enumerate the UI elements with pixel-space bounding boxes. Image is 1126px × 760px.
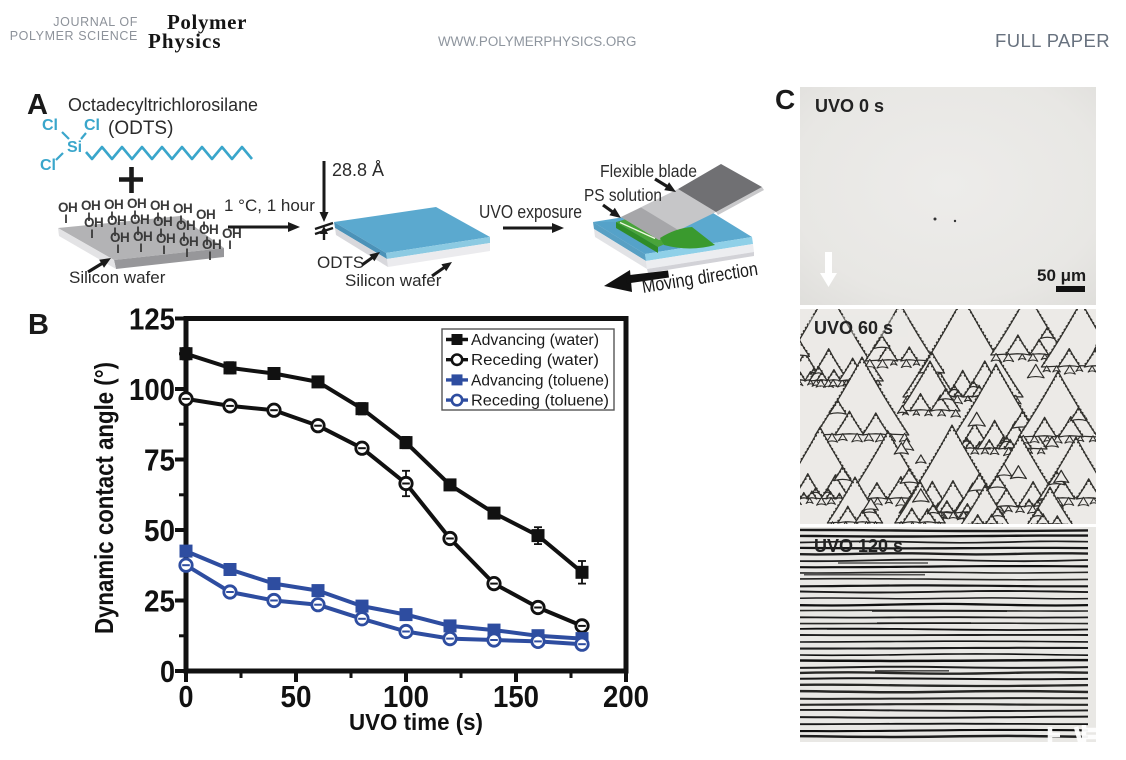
svg-text:Cl: Cl — [40, 157, 56, 174]
svg-text:OH: OH — [107, 213, 126, 228]
svg-text:UVO 60 s: UVO 60 s — [814, 318, 893, 338]
svg-text:OH: OH — [202, 237, 221, 252]
svg-text:25: 25 — [144, 584, 175, 619]
svg-text:OH: OH — [127, 196, 146, 211]
svg-text:OH: OH — [133, 229, 152, 244]
svg-text:Advancing (toluene): Advancing (toluene) — [471, 372, 609, 389]
svg-text:OH: OH — [199, 222, 218, 237]
svg-text:OH: OH — [81, 198, 100, 213]
svg-text:PS solution: PS solution — [584, 185, 662, 205]
svg-text:OH: OH — [104, 197, 123, 212]
svg-text:OH: OH — [176, 218, 195, 233]
svg-text:OH: OH — [179, 234, 198, 249]
svg-text:Octadecyltrichlorosilane: Octadecyltrichlorosilane — [68, 95, 258, 115]
svg-text:0: 0 — [179, 679, 194, 714]
svg-text:125: 125 — [129, 302, 175, 337]
svg-text:Receding (toluene): Receding (toluene) — [471, 393, 609, 410]
svg-text:Silicon wafer: Silicon wafer — [345, 271, 442, 290]
svg-text:200: 200 — [603, 679, 649, 714]
svg-text:Cl: Cl — [42, 117, 58, 134]
svg-text:OH: OH — [58, 200, 77, 215]
svg-text:(ODTS): (ODTS) — [108, 118, 173, 139]
svg-text:75: 75 — [144, 443, 175, 478]
svg-text:150: 150 — [493, 679, 539, 714]
svg-text:UVO 120 s: UVO 120 s — [814, 536, 903, 556]
svg-text:Dynamic contact angle (°): Dynamic contact angle (°) — [89, 362, 119, 634]
svg-text:OH: OH — [173, 201, 192, 216]
svg-text:UVO time (s): UVO time (s) — [349, 709, 483, 735]
svg-text:UVO 0 s: UVO 0 s — [815, 96, 884, 116]
svg-text:Silicon wafer: Silicon wafer — [69, 268, 166, 287]
svg-text:ODTS: ODTS — [317, 253, 364, 272]
svg-text:OH: OH — [156, 231, 175, 246]
svg-text:Si: Si — [67, 139, 82, 156]
svg-text:OH: OH — [153, 214, 172, 229]
svg-text:OH: OH — [222, 226, 241, 241]
svg-text:OH: OH — [110, 230, 129, 245]
svg-text:OH: OH — [84, 215, 103, 230]
svg-text:UVO exposure: UVO exposure — [479, 202, 582, 222]
svg-text:OH: OH — [196, 207, 215, 222]
svg-text:Flexible blade: Flexible blade — [600, 161, 697, 181]
svg-text:28.8 Å: 28.8 Å — [332, 160, 384, 180]
svg-text:100: 100 — [383, 679, 429, 714]
svg-text:50: 50 — [281, 679, 312, 714]
svg-text:OH: OH — [150, 198, 169, 213]
svg-text:50 μm: 50 μm — [1037, 266, 1086, 285]
svg-text:Receding (water): Receding (water) — [471, 352, 599, 369]
svg-text:100: 100 — [129, 372, 175, 407]
svg-text:Cl: Cl — [84, 117, 100, 134]
svg-text:50: 50 — [144, 513, 175, 548]
svg-text:OH: OH — [130, 212, 149, 227]
svg-text:Advancing (water): Advancing (water) — [471, 332, 599, 349]
svg-text:A: A — [27, 89, 48, 121]
svg-text:B: B — [28, 309, 49, 341]
svg-text:0: 0 — [160, 654, 175, 689]
svg-text:1 °C, 1 hour: 1 °C, 1 hour — [224, 196, 315, 215]
